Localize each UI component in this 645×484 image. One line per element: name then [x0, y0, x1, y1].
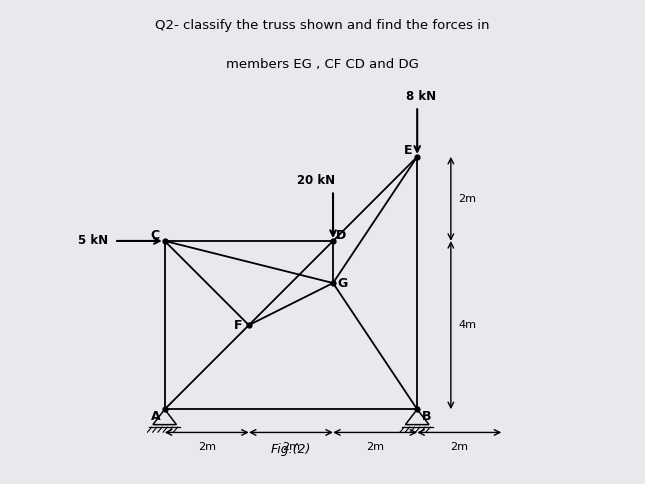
Text: Q2- classify the truss shown and find the forces in: Q2- classify the truss shown and find th…	[155, 19, 490, 32]
Text: E: E	[404, 144, 412, 157]
Text: 8 kN: 8 kN	[406, 90, 437, 103]
Text: F: F	[234, 318, 243, 332]
Text: 2m: 2m	[450, 442, 468, 452]
Text: 2m: 2m	[366, 442, 384, 452]
Text: 4m: 4m	[459, 320, 477, 330]
Text: 2m: 2m	[198, 442, 216, 452]
Text: 20 kN: 20 kN	[297, 174, 335, 187]
Text: 5 kN: 5 kN	[78, 234, 108, 247]
Text: D: D	[335, 229, 346, 242]
Text: 2m: 2m	[459, 194, 477, 204]
Text: G: G	[337, 276, 348, 289]
Text: 2m: 2m	[282, 442, 300, 452]
Text: B: B	[422, 410, 432, 424]
Text: Fig.(2): Fig.(2)	[271, 443, 311, 456]
Text: A: A	[150, 410, 160, 424]
Text: members EG , CF CD and DG: members EG , CF CD and DG	[226, 58, 419, 71]
Text: C: C	[151, 229, 160, 242]
